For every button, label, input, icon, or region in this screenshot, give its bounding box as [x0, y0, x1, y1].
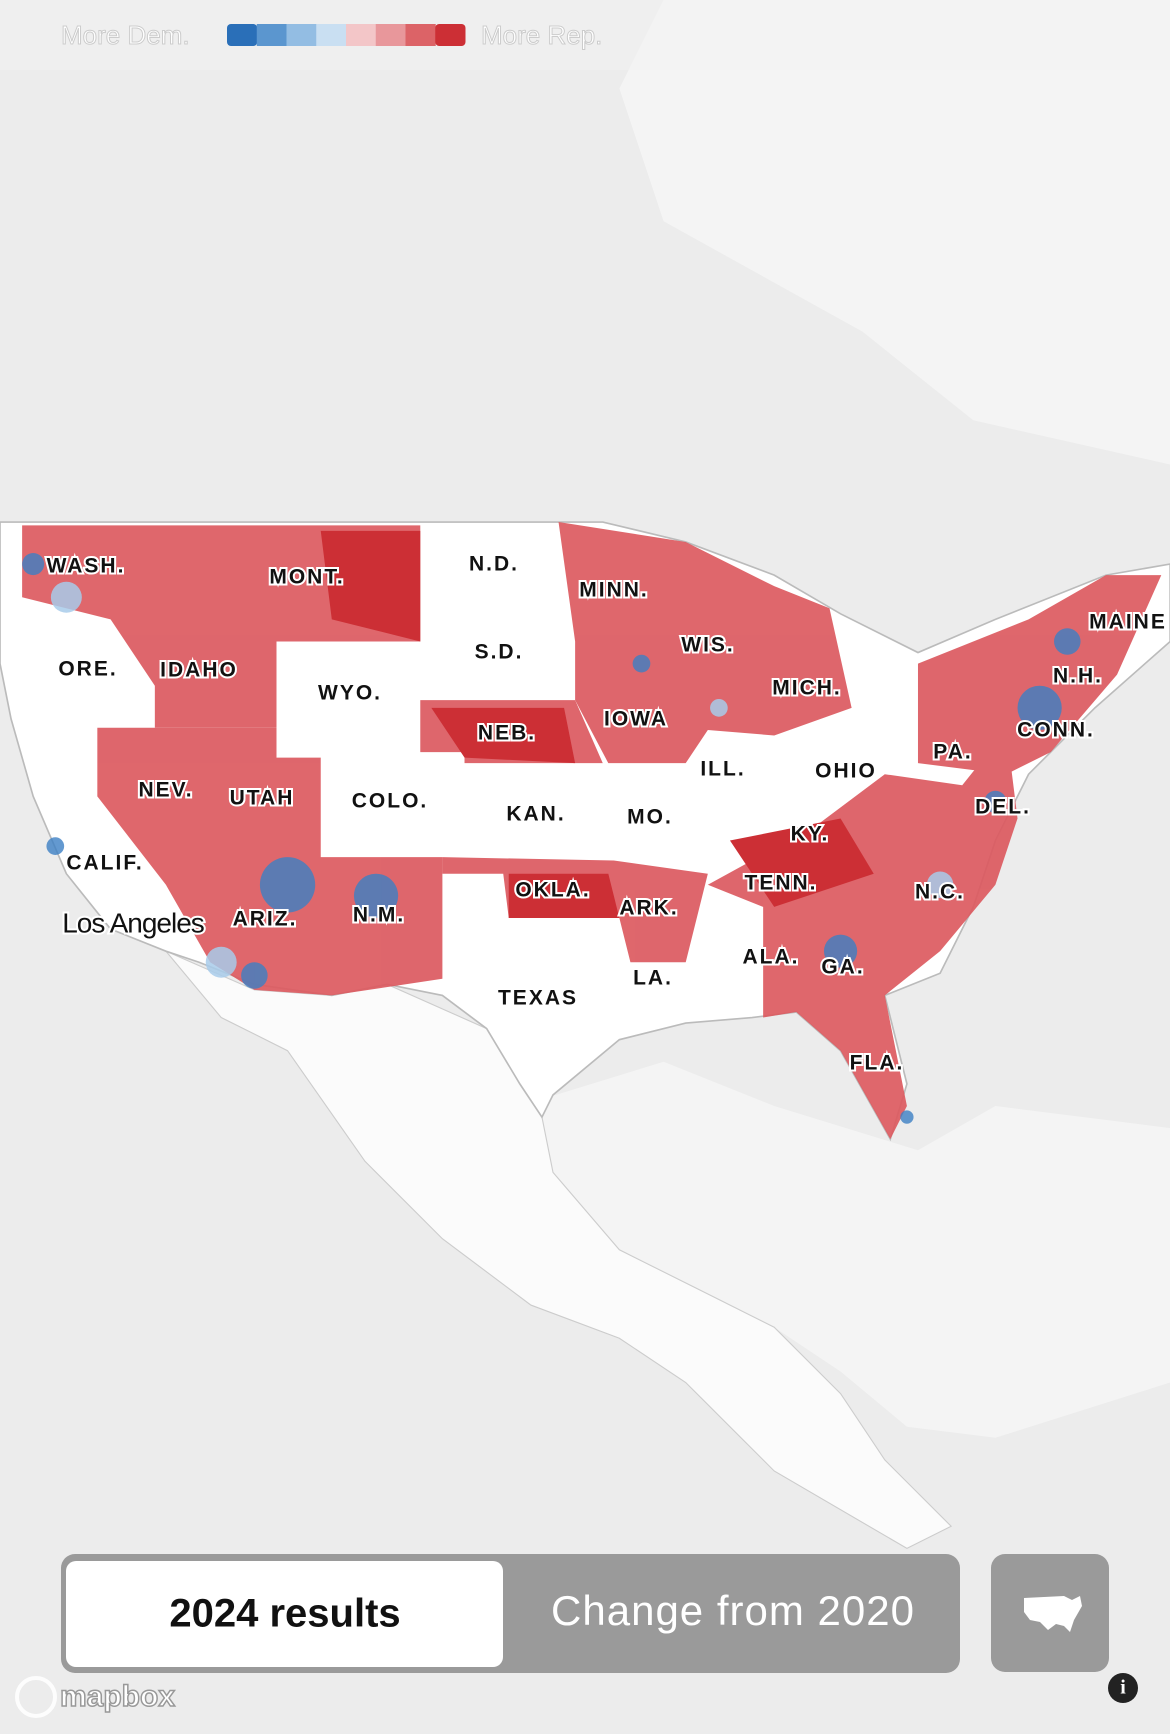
state-label: TEXAS [498, 987, 578, 1010]
state-label: WIS. [681, 634, 735, 657]
us-icon[interactable] [1024, 1596, 1082, 1632]
state-label: MICH. [772, 677, 842, 700]
state-label: N.D. [469, 553, 519, 576]
state-label: ARK. [619, 897, 678, 920]
button-2024[interactable] [66, 1561, 503, 1667]
state-label: CALIF. [66, 852, 143, 875]
state-label: ILL. [700, 758, 745, 781]
state-label: WASH. [47, 555, 126, 578]
state-label: NEV. [138, 779, 193, 802]
state-label: MINN. [579, 579, 649, 602]
deep-red-counties [320, 530, 874, 918]
legend-left-label: More Dem. [61, 20, 190, 50]
legend-swatch [405, 24, 436, 46]
state-label: MONT. [269, 566, 344, 589]
legend-swatch [227, 24, 258, 46]
state-label: WYO. [318, 682, 382, 705]
legend-swatch [256, 24, 287, 46]
state-label: IOWA [604, 708, 668, 731]
state-label: IDAHO [160, 659, 238, 682]
legend-right-label: More Rep. [481, 20, 602, 50]
state-label: COLO. [352, 790, 429, 813]
legend-swatch [375, 24, 406, 46]
state-label: N.M. [353, 904, 405, 927]
button-label[interactable]: 2024 results [169, 1592, 400, 1636]
state-label: ARIZ. [233, 908, 298, 931]
mapbox-logo[interactable] [15, 1676, 57, 1718]
info-glyph[interactable]: i [1120, 1677, 1126, 1699]
gulf [519, 1061, 1170, 1438]
legend-swatch [346, 24, 377, 46]
state-label: KAN. [506, 803, 565, 826]
state-label: NEB. [478, 722, 536, 745]
state-label: KY. [791, 823, 830, 846]
state-label: GA. [821, 956, 864, 979]
info-icon[interactable] [1108, 1673, 1138, 1703]
legend-backdrop [0, 0, 1170, 70]
state-label: MAINE [1089, 611, 1167, 634]
state-label: DEL. [975, 796, 1031, 819]
state-label: OHIO [815, 760, 877, 783]
legend-swatch [435, 24, 466, 46]
state-label: TENN. [745, 872, 818, 895]
state-label: OKLA. [515, 879, 590, 902]
light-blue-counties [50, 581, 954, 978]
state-label: N.C. [915, 881, 965, 904]
state-label: LA. [633, 967, 673, 990]
legend-swatch [286, 24, 317, 46]
state-label: ALA. [743, 946, 800, 969]
blue-counties [22, 553, 1081, 1124]
state-label: N.H. [1053, 665, 1103, 688]
water [0, 0, 1170, 465]
button-label[interactable]: Change from 2020 [551, 1587, 915, 1634]
state-label: MO. [627, 806, 673, 829]
labels: WASH. MONT. N.D. MINN. MAINE ORE. IDAHO WYO. S.D… [45, 551, 1167, 1077]
city-label: Los Angeles [62, 907, 204, 938]
state-label: ORE. [58, 658, 117, 681]
state-label: S.D. [475, 641, 524, 664]
state-label: CONN. [1017, 719, 1095, 742]
legend-bar [227, 24, 466, 46]
mexico [165, 950, 953, 1550]
state-label: PA. [933, 741, 972, 764]
state-label: FLA. [850, 1052, 905, 1075]
attribution[interactable]: mapbox [59, 1679, 176, 1714]
legend-swatch [316, 24, 347, 46]
state-label: UTAH [230, 787, 295, 810]
